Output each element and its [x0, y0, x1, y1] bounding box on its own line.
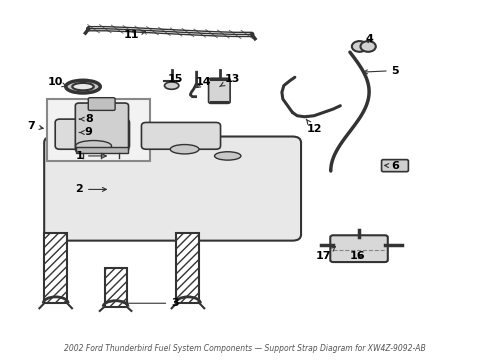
Text: 15: 15	[167, 74, 183, 84]
Text: 1: 1	[75, 151, 106, 161]
Ellipse shape	[65, 80, 100, 93]
Circle shape	[351, 41, 366, 52]
Text: 6: 6	[384, 161, 399, 171]
Bar	[44, 233, 67, 303]
Bar	[176, 233, 199, 303]
Bar	[47, 99, 150, 161]
Ellipse shape	[164, 82, 179, 89]
Text: 11: 11	[124, 30, 145, 40]
Text: 3: 3	[123, 298, 179, 308]
FancyBboxPatch shape	[381, 159, 407, 172]
FancyBboxPatch shape	[141, 122, 220, 149]
FancyBboxPatch shape	[44, 136, 301, 240]
Text: 5: 5	[363, 66, 398, 76]
Text: 17: 17	[315, 247, 335, 261]
FancyBboxPatch shape	[88, 98, 115, 111]
Text: 2002 Ford Thunderbird Fuel System Components — Support Strap Diagram for XW4Z-90: 2002 Ford Thunderbird Fuel System Compon…	[63, 344, 425, 353]
Bar	[104, 268, 126, 307]
Circle shape	[360, 41, 375, 52]
FancyBboxPatch shape	[329, 235, 387, 262]
Text: 2: 2	[75, 184, 106, 194]
Ellipse shape	[76, 140, 111, 151]
Ellipse shape	[214, 152, 241, 160]
Text: 9: 9	[79, 127, 93, 138]
Text: 8: 8	[79, 114, 92, 124]
Text: 12: 12	[305, 119, 321, 134]
FancyBboxPatch shape	[55, 119, 129, 149]
Text: 7: 7	[27, 121, 43, 131]
Text: 13: 13	[219, 74, 240, 87]
Text: 10: 10	[47, 77, 66, 87]
FancyBboxPatch shape	[208, 78, 230, 103]
Ellipse shape	[72, 83, 94, 90]
FancyBboxPatch shape	[75, 103, 128, 152]
Text: 4: 4	[365, 34, 372, 44]
Text: 16: 16	[348, 251, 364, 261]
Bar	[76, 147, 127, 153]
Text: 14: 14	[196, 77, 211, 87]
Ellipse shape	[170, 145, 199, 154]
